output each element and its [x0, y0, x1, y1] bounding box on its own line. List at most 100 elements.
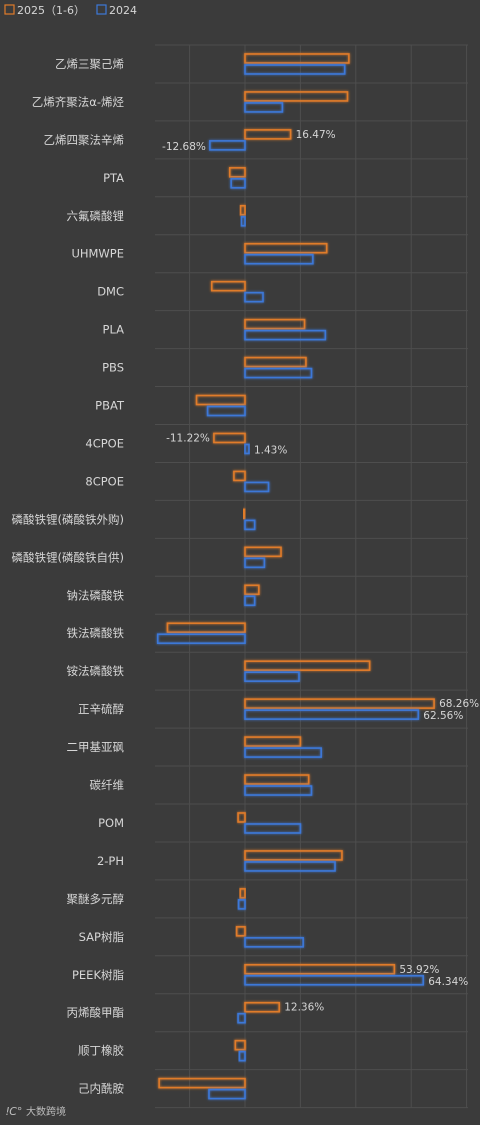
category-label: UHMWPE: [71, 247, 124, 261]
bar-2025: [244, 546, 282, 558]
data-label: -11.22%: [166, 432, 210, 444]
bar-2024: [244, 937, 304, 948]
category-label: 乙烯四聚法辛烯: [44, 133, 125, 147]
category-label: 铵法磷酸铁: [67, 664, 125, 678]
bar-2024: [244, 102, 284, 113]
category-label: 己内酰胺: [78, 1082, 124, 1096]
bar-2024: [244, 974, 425, 986]
category-label: 8CPOE: [85, 474, 124, 488]
category-label: 4CPOE: [85, 436, 124, 450]
bar-2024: [244, 671, 300, 682]
category-label: PEEK树脂: [72, 968, 124, 982]
category-label: 磷酸铁锂(磷酸铁外购): [12, 512, 124, 526]
bar-2024: [244, 481, 270, 493]
data-label: 53.92%: [399, 964, 439, 976]
category-label: 2-PH: [97, 854, 124, 868]
category-label: 聚醚多元醇: [67, 892, 125, 906]
bar-2025: [158, 1077, 246, 1089]
bar-2025: [244, 698, 435, 709]
category-label: 顺丁橡胶: [78, 1044, 124, 1058]
category-label: 乙烯齐聚法α-烯烃: [32, 95, 125, 109]
legend-swatch-2025: [4, 4, 15, 15]
data-label: 62.56%: [423, 710, 463, 722]
bar-2024: [244, 785, 313, 796]
bar-2025: [239, 204, 246, 216]
bar-2024: [244, 367, 313, 379]
data-labels: 16.47% -12.68% -11.22% 1.43% 68.26%62.56% 53.…: [162, 129, 479, 1014]
bar-2024: [237, 1012, 246, 1024]
category-label: POM: [98, 816, 124, 830]
bar-2024: [244, 823, 302, 834]
category-label: 铁法磷酸铁: [67, 626, 125, 640]
bar-2024: [209, 140, 246, 151]
gridlines: [155, 44, 468, 1109]
bar-2024: [244, 709, 420, 720]
bar-2024: [244, 329, 327, 341]
bar-2025: [244, 242, 328, 254]
category-label: 磷酸铁锂(磷酸铁自供): [12, 550, 124, 564]
bar-2025: [244, 129, 292, 140]
category-label: PBS: [102, 361, 124, 375]
bar-2025: [210, 280, 246, 292]
bar-2024: [238, 1050, 246, 1062]
legend-label-2024: 2024: [109, 4, 137, 17]
bar-2025: [242, 508, 246, 520]
bar-2025: [228, 167, 246, 178]
legend-swatch-2024: [96, 4, 107, 15]
category-label: 丙烯酸甲酯: [67, 1006, 125, 1020]
bar-2024: [244, 595, 256, 607]
bar-2024: [244, 443, 250, 455]
bar-2025: [244, 963, 396, 975]
bar-2024: [244, 291, 264, 303]
bar-2024: [208, 1088, 246, 1100]
category-label: DMC: [97, 285, 124, 299]
bar-2025: [244, 774, 310, 785]
bar-2024: [244, 64, 346, 75]
bar-2025: [195, 394, 246, 406]
bar-2025: [244, 850, 343, 861]
bar-2025: [213, 432, 246, 444]
data-label: 68.26%: [439, 698, 479, 710]
bar-2025: [233, 470, 246, 482]
legend-label-2025: 2025（1-6）: [17, 4, 85, 17]
bar-2025: [244, 1001, 281, 1013]
watermark-text: 大数跨境: [26, 1105, 66, 1118]
category-label: 乙烯三聚己烯: [55, 57, 124, 71]
bar-2025: [244, 736, 302, 747]
bar-2025: [244, 318, 306, 330]
bar-2025: [166, 622, 246, 634]
data-label: 12.36%: [284, 1002, 324, 1014]
bar-2024: [206, 405, 246, 417]
bar-2025: [234, 1039, 246, 1051]
watermark-logo-icon: ǃC°: [6, 1105, 22, 1118]
watermark: ǃC° 大数跨境: [6, 1105, 66, 1118]
bar-2024: [244, 253, 314, 265]
category-label: PBAT: [95, 399, 125, 413]
bar-2024: [230, 178, 246, 189]
bar-2025: [244, 356, 307, 368]
bar-2024: [240, 215, 246, 227]
category-label: PTA: [103, 171, 124, 185]
category-label: 钠法磷酸铁: [67, 588, 125, 602]
data-label: 1.43%: [254, 444, 287, 456]
legend: 2025（1-6） 2024: [4, 4, 137, 17]
bar-2024: [244, 519, 256, 531]
bars: [156, 53, 435, 1100]
data-label: 64.34%: [428, 976, 468, 988]
bar-2025: [239, 888, 246, 899]
bar-2025: [235, 926, 246, 937]
bar-2024: [156, 633, 246, 645]
category-label: 碳纤维: [90, 778, 125, 792]
category-label: PLA: [103, 323, 125, 337]
bar-2025: [244, 53, 350, 64]
bar-2025: [237, 812, 246, 823]
category-label: 正辛硫醇: [78, 702, 124, 716]
category-label: 二甲基亚砜: [67, 740, 125, 754]
bar-2025: [244, 660, 371, 671]
data-label: 16.47%: [296, 129, 336, 141]
bar-2025: [244, 584, 260, 596]
bar-2024: [244, 557, 266, 569]
category-label: 六氟磷酸锂: [67, 209, 125, 223]
